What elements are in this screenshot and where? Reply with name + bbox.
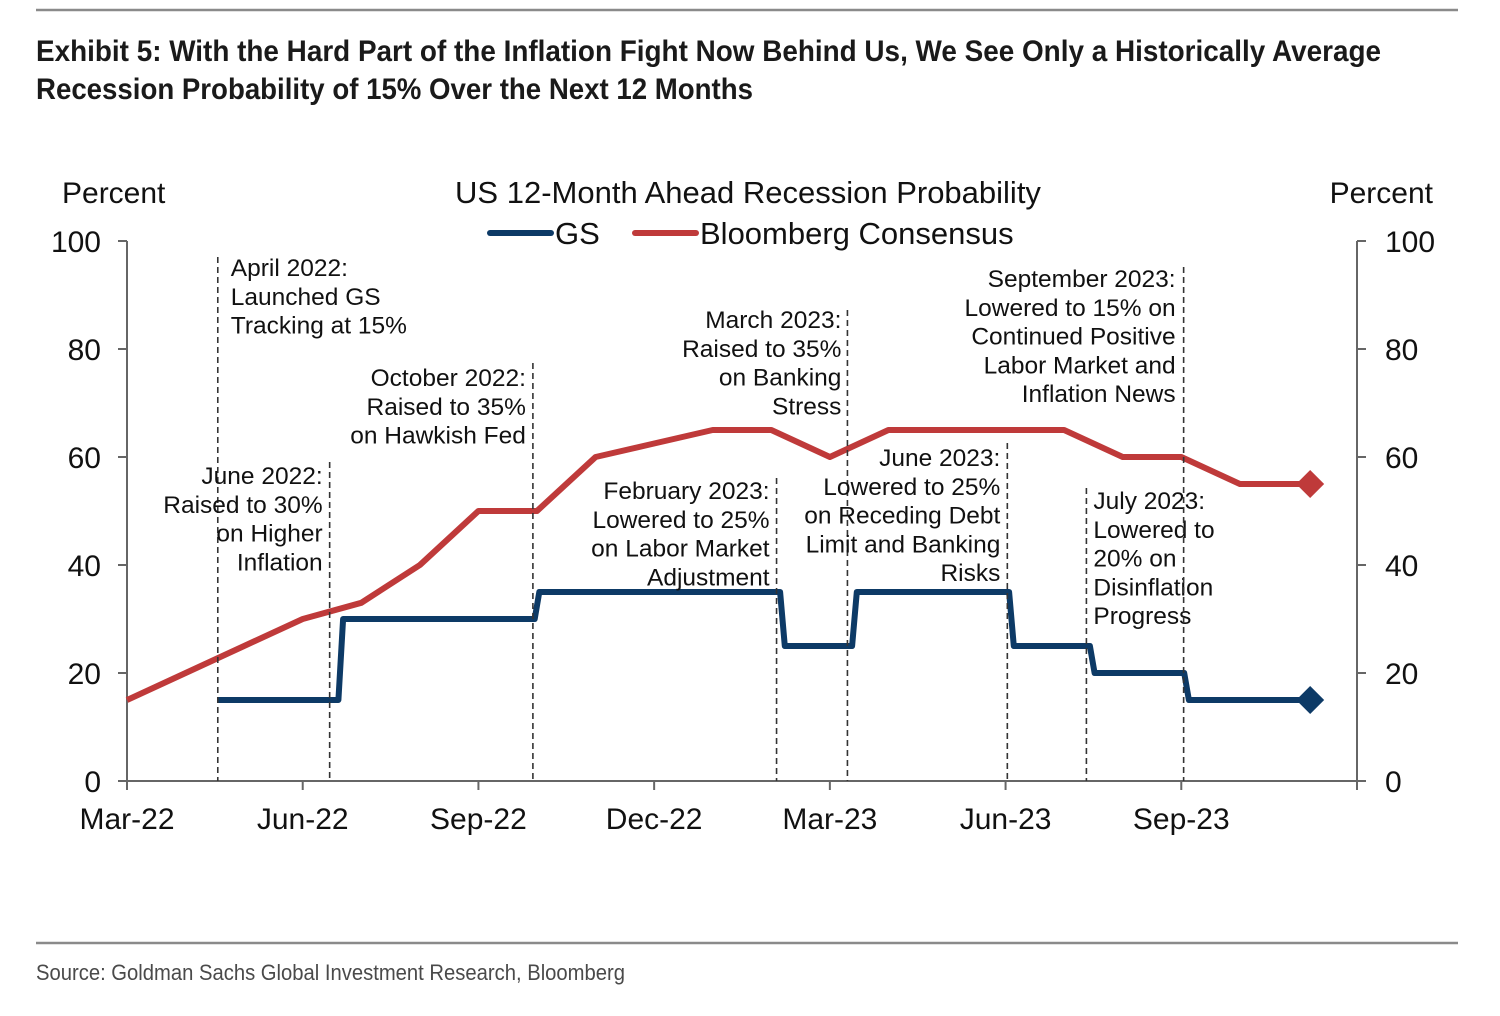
annotation-text-line: Launched GS: [231, 284, 381, 311]
annotation-text-line: Continued Positive: [971, 324, 1175, 351]
x-tick-label: Mar-23: [782, 803, 877, 836]
annotation: June 2023: Lowered to 25% on Receding Debt…: [804, 443, 1009, 781]
annotation-text: September 2023: Lowered to 15% on Continue…: [965, 266, 1176, 408]
annotation-text: July 2023: Lowered to 20% on Disinflation Pr…: [1093, 488, 1214, 630]
legend-label-bloomberg-consensus: Bloomberg Consensus: [700, 216, 1014, 251]
annotation: February 2023: Lowered to 25% on Labor Mar…: [591, 478, 778, 781]
end-marker-bloomberg-consensus: [1296, 470, 1325, 498]
y-tick-label-left: 100: [51, 226, 101, 259]
annotation: September 2023: Lowered to 15% on Continue…: [965, 266, 1185, 781]
x-tick-label: Mar-22: [79, 803, 174, 836]
series-line-bloomberg-consensus: [125, 427, 1311, 703]
y-tick-label-right: 20: [1385, 658, 1418, 691]
annotation-text-line: Lowered to 25%: [592, 507, 769, 534]
y-tick-label-right: 0: [1385, 766, 1402, 799]
exhibit-title-line-2: Recession Probability of 15% Over the Ne…: [36, 73, 753, 106]
legend: GS Bloomberg Consensus: [487, 216, 1014, 251]
axes: 0 0 20 20 40 40 60 60 80 80 100 100 Mar-22 Jun-22 Sep-…: [51, 226, 1435, 836]
annotation: October 2022: Raised to 35% on Hawkish Fed: [350, 363, 534, 781]
annotation-text-line: March 2023:: [705, 307, 841, 334]
end-marker-gs: [1296, 686, 1325, 714]
annotation-text-line: Progress: [1093, 603, 1191, 630]
annotation-text: October 2022: Raised to 35% on Hawkish Fed: [350, 365, 526, 450]
annotation-text-line: on Higher: [216, 521, 322, 548]
annotation-text-line: June 2022:: [201, 463, 322, 490]
annotation-text-line: October 2022:: [371, 365, 526, 392]
y-tick-label-right: 100: [1385, 226, 1435, 259]
y-tick-label-right: 60: [1385, 442, 1418, 475]
series-layer: [125, 427, 1325, 714]
annotation-text-line: Disinflation: [1093, 574, 1213, 601]
annotation-text-line: 20% on: [1093, 546, 1176, 573]
annotation-text-line: on Hawkish Fed: [350, 423, 526, 450]
source-note: Source: Goldman Sachs Global Investment …: [36, 960, 625, 985]
annotation-layer: April 2022: Launched GS Tracking at 15% Jun…: [163, 255, 1215, 781]
annotation-text-line: Risks: [940, 560, 1000, 587]
chart: Percent US 12-Month Ahead Recession Prob…: [51, 175, 1435, 836]
chart-title: US 12-Month Ahead Recession Probability: [455, 175, 1041, 210]
annotation-text-line: Stress: [772, 393, 841, 420]
y-axis-label-right: Percent: [1330, 177, 1434, 210]
annotation-text-line: June 2023:: [879, 445, 1000, 472]
annotation-text-line: Lowered to 25%: [823, 474, 1000, 501]
annotation-text: March 2023: Raised to 35% on Banking Stress: [682, 307, 841, 420]
annotation-text-line: Labor Market and: [984, 352, 1176, 379]
x-tick-label: Sep-22: [430, 803, 527, 836]
x-tick-label: Sep-23: [1133, 803, 1230, 836]
annotation-text-line: on Receding Debt: [804, 503, 1000, 530]
x-tick-label: Jun-22: [257, 803, 349, 836]
legend-entry-bloomberg-consensus: Bloomberg Consensus: [632, 216, 1014, 251]
annotation: April 2022: Launched GS Tracking at 15%: [216, 255, 407, 781]
annotation: June 2022: Raised to 30% on Higher Inflatio…: [163, 462, 331, 781]
annotation-text: February 2023: Lowered to 25% on Labor Mar…: [591, 478, 770, 591]
y-tick-label-right: 80: [1385, 334, 1418, 367]
annotation-text-line: Raised to 30%: [163, 492, 322, 519]
annotation-text-line: on Banking: [719, 365, 842, 392]
annotation-text-line: April 2022:: [231, 255, 348, 282]
legend-label-gs: GS: [555, 216, 600, 251]
legend-entry-gs: GS: [487, 216, 600, 251]
annotation-text-line: Raised to 35%: [367, 394, 526, 421]
annotation-text-line: September 2023:: [988, 266, 1176, 293]
annotation-text-line: Limit and Banking: [806, 531, 1001, 558]
exhibit-title-line-1: Exhibit 5: With the Hard Part of the Inf…: [36, 35, 1381, 68]
annotation-text-line: Lowered to 15% on: [965, 295, 1176, 322]
y-axis-label-left: Percent: [62, 177, 166, 210]
y-tick-label-right: 40: [1385, 550, 1418, 583]
series-line-gs: [217, 589, 1311, 703]
annotation-text-line: Adjustment: [647, 564, 770, 591]
annotation-text-line: Inflation: [237, 549, 323, 576]
annotation-text: April 2022: Launched GS Tracking at 15%: [231, 255, 407, 340]
annotation-text-line: Tracking at 15%: [231, 313, 407, 340]
x-tick-label: Dec-22: [606, 803, 703, 836]
annotation: March 2023: Raised to 35% on Banking Stress: [682, 307, 849, 781]
annotation: July 2023: Lowered to 20% on Disinflation Pr…: [1085, 488, 1215, 781]
y-tick-label-left: 40: [68, 550, 101, 583]
annotation-text-line: on Labor Market: [591, 536, 770, 563]
annotation-text: June 2023: Lowered to 25% on Receding Debt…: [804, 445, 1000, 587]
y-tick-label-left: 80: [68, 334, 101, 367]
x-tick-label: Jun-23: [960, 803, 1052, 836]
annotation-text-line: July 2023:: [1093, 488, 1205, 515]
y-tick-label-left: 20: [68, 658, 101, 691]
annotation-text: June 2022: Raised to 30% on Higher Inflatio…: [163, 463, 322, 576]
annotation-text-line: Lowered to: [1093, 517, 1214, 544]
annotation-text-line: Inflation News: [1022, 381, 1176, 408]
y-tick-label-left: 0: [84, 766, 101, 799]
annotation-text-line: February 2023:: [603, 478, 769, 505]
y-tick-label-left: 60: [68, 442, 101, 475]
annotation-text-line: Raised to 35%: [682, 336, 841, 363]
